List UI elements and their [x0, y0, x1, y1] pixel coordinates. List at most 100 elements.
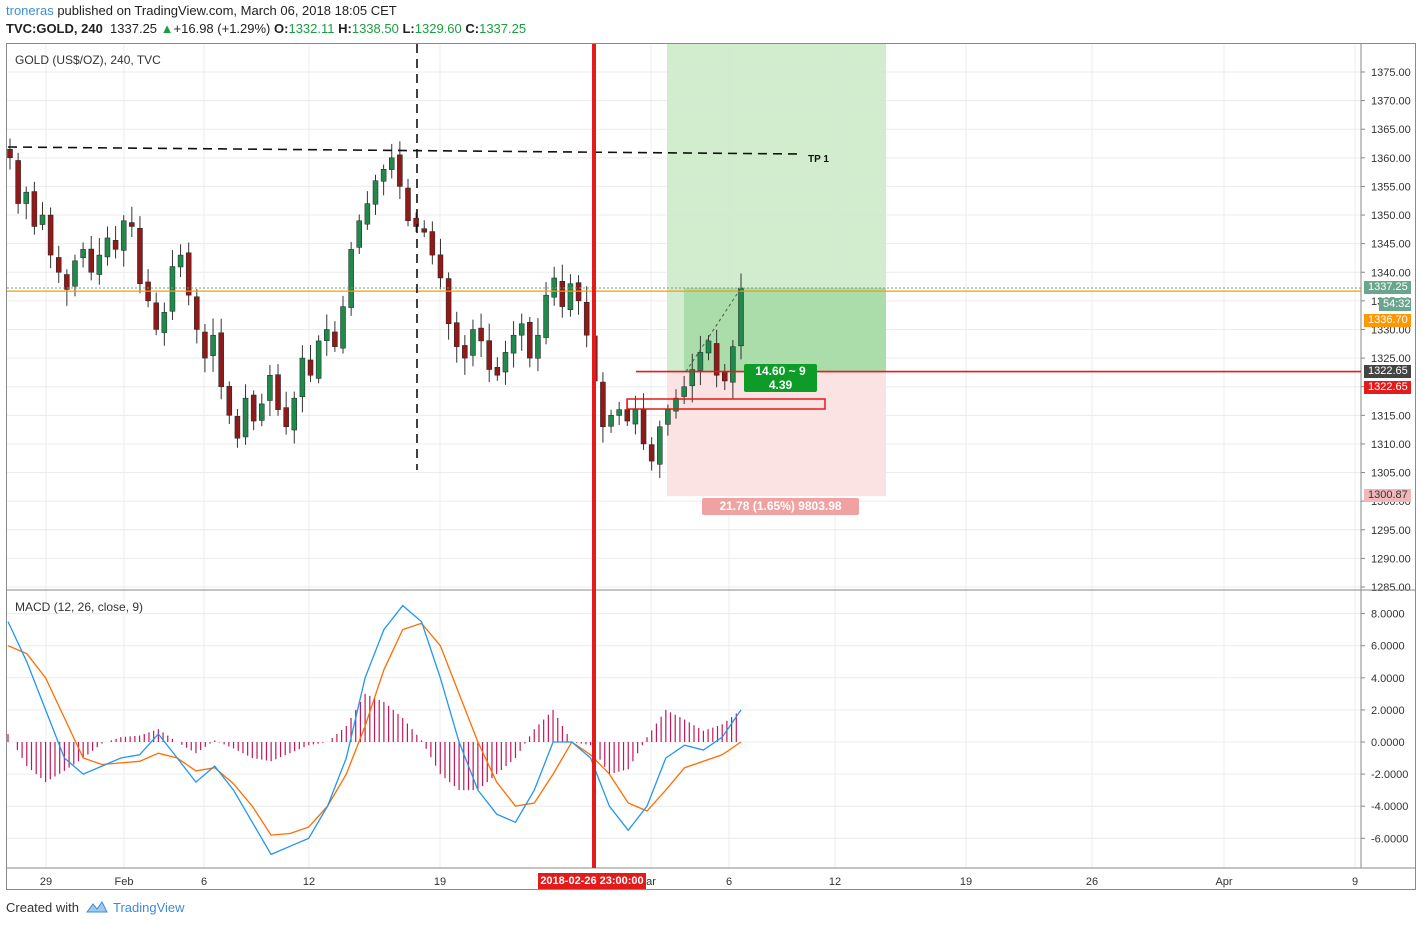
price-tick-label: 1325.00: [1371, 353, 1411, 365]
symbol-name: TVC:GOLD, 240: [6, 21, 103, 36]
tradingview-logo-icon: [85, 900, 109, 917]
tradingview-link[interactable]: TradingView: [112, 900, 185, 915]
x-tick-label: 12: [829, 876, 841, 888]
candle-body: [64, 274, 70, 290]
price-tick-label: 1340.00: [1371, 267, 1411, 279]
candle-body: [583, 301, 590, 336]
close-label: C:: [465, 21, 480, 36]
candle-body: [608, 415, 614, 427]
macd-tick-label: -6.0000: [1371, 833, 1408, 845]
low-value: 1329.60: [414, 21, 462, 36]
candle-body: [380, 169, 387, 182]
projection-line: [685, 287, 742, 372]
candle-body: [616, 409, 622, 416]
signal-line: [7, 622, 742, 836]
candle-body: [88, 248, 94, 273]
candle-body: [72, 260, 78, 287]
x-tick-label: Apr: [1215, 876, 1232, 888]
candle-body: [543, 294, 549, 338]
candle-body: [437, 254, 444, 279]
candle-body: [340, 306, 346, 349]
stop-level-tag: 1300.87: [1364, 489, 1411, 502]
price-tick-label: 1370.00: [1371, 96, 1411, 108]
candle-body: [80, 249, 86, 258]
x-tick-label: 26: [1086, 876, 1098, 888]
price-tick-label: 1330.00: [1371, 324, 1411, 336]
candle-body: [453, 322, 460, 347]
candle-body: [462, 345, 468, 359]
x-tick-label: ar: [646, 876, 656, 888]
candle-body: [372, 180, 379, 205]
candle-body: [185, 252, 192, 296]
candle-body: [39, 214, 46, 225]
candle-body: [275, 374, 281, 410]
macd-tick-label: 6.0000: [1371, 641, 1405, 653]
candle-body: [242, 397, 249, 438]
tp1-label: TP 1: [808, 154, 829, 165]
candle-body: [470, 329, 476, 356]
candle-body: [730, 346, 736, 383]
symbol-header: TVC:GOLD, 240 1337.25 ▲+16.98 (+1.29%) O…: [6, 21, 526, 36]
macd-pane-bg: [7, 591, 1361, 868]
candle-body: [397, 154, 403, 187]
candle-body: [202, 331, 208, 359]
candle-body: [713, 343, 720, 376]
target-stat-line2: 4.39: [768, 378, 793, 392]
price-tick-label: 1285.00: [1371, 582, 1411, 594]
candle-body: [356, 220, 363, 248]
macd-line: [7, 604, 742, 856]
candle-body: [7, 148, 13, 159]
candle-body: [648, 444, 655, 462]
candle-body: [169, 266, 176, 312]
x-tick-label: Feb: [115, 876, 134, 888]
candle-body: [364, 203, 371, 225]
price-tick-label: 1365.00: [1371, 124, 1411, 136]
candle-body: [681, 386, 687, 397]
publish-header: troneras published on TradingView.com, M…: [6, 3, 397, 18]
candle-body: [291, 397, 298, 431]
candle-body: [15, 160, 21, 204]
price-tick-label: 1360.00: [1371, 153, 1411, 165]
candle-body: [283, 407, 289, 428]
high-label: H:: [338, 21, 352, 36]
candle-body: [210, 334, 216, 356]
candle-body: [226, 386, 233, 416]
candle-body: [177, 254, 184, 268]
macd-tick-label: 4.0000: [1371, 673, 1405, 685]
close-value: 1337.25: [479, 21, 527, 36]
entry-level-tag: 1322.65: [1364, 365, 1411, 378]
price-tick-label: 1305.00: [1371, 468, 1411, 480]
open-label: O:: [274, 21, 289, 36]
author-link[interactable]: troneras: [6, 3, 54, 18]
x-tick-label: 12: [303, 876, 315, 888]
price-tick-label: 1295.00: [1371, 525, 1411, 537]
candle-body: [31, 191, 38, 227]
time-cursor-tag: 2018-02-26 23:00:00: [538, 873, 646, 889]
candle-body: [486, 340, 492, 370]
candle-body: [234, 416, 241, 439]
stop-stat-box: 21.78 (1.65%) 9803.98: [702, 498, 859, 515]
price-tick-label: 1350.00: [1371, 210, 1411, 222]
candle-body: [47, 214, 54, 256]
high-value: 1338.50: [351, 21, 399, 36]
candle-body: [250, 394, 257, 422]
entry-red-tag: 1322.65: [1364, 381, 1411, 394]
candle-body: [129, 222, 135, 227]
x-tick-label: 6: [201, 876, 207, 888]
macd-tick-label: -4.0000: [1371, 801, 1408, 813]
footer: Created with TradingView: [6, 900, 185, 917]
macd-panel-title: MACD (12, 26, close, 9): [15, 600, 144, 614]
candle-body: [194, 296, 200, 330]
candle-body: [55, 257, 62, 273]
target-stat-line1: 14.60 ~ 9: [755, 364, 806, 378]
candle-body: [120, 220, 127, 251]
price-tick-label: 1310.00: [1371, 439, 1411, 451]
candle-body: [421, 228, 427, 233]
countdown-tag: 54:32: [1379, 298, 1411, 311]
change-arrow-icon: ▲: [160, 21, 174, 36]
macd-tick-label: 2.0000: [1371, 705, 1405, 717]
candle-body: [315, 340, 322, 379]
publish-info: published on TradingView.com, March 06, …: [57, 3, 397, 18]
candle-body: [137, 228, 143, 284]
